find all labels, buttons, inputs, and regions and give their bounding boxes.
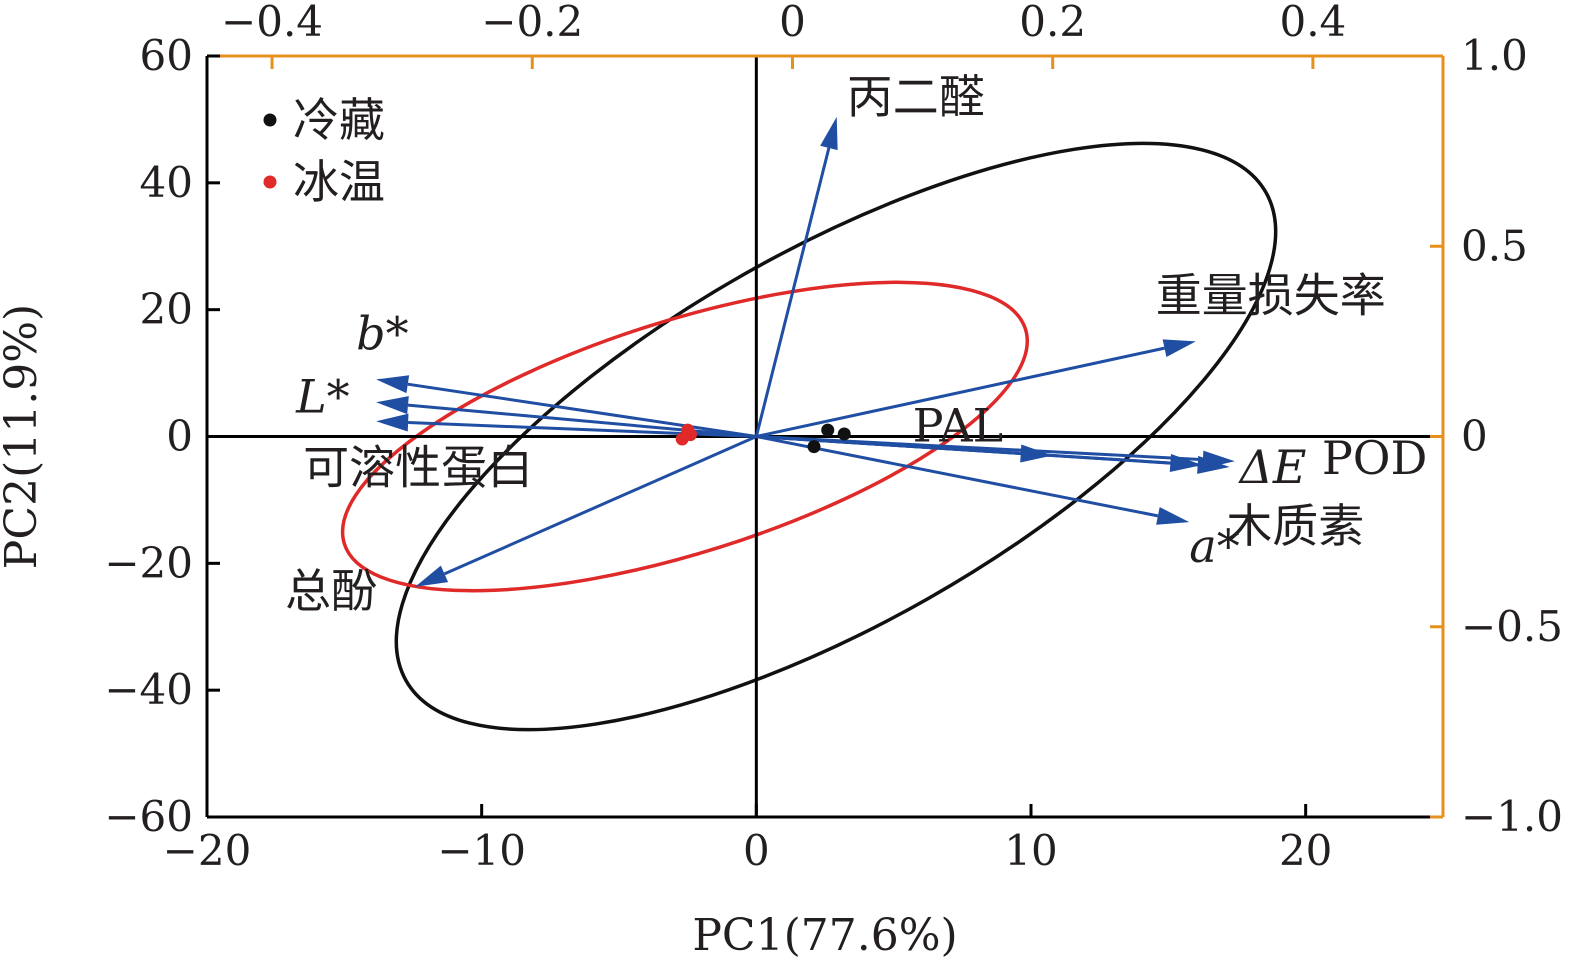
loading-arrow-shaft — [756, 346, 1165, 438]
top-tick-label: 0.4 — [1279, 0, 1346, 46]
top-tick-label: −0.4 — [221, 0, 323, 46]
ellipse-refrigerated — [394, 141, 1278, 732]
legend-label: 冷藏 — [293, 93, 385, 147]
top-tick-label: −0.2 — [481, 0, 583, 46]
score-point — [821, 423, 835, 437]
y-tick-label: 20 — [140, 285, 193, 334]
loading-arrow-head — [1202, 450, 1235, 469]
variable-label: ΔE — [1238, 440, 1307, 494]
loading-arrow-shaft — [407, 382, 757, 438]
loading-arrow-head — [376, 375, 410, 394]
variable-label: POD — [1322, 431, 1428, 485]
y-tick-label: 60 — [140, 31, 193, 80]
loading-arrow-shaft — [754, 147, 831, 437]
top-tick-label: 0 — [779, 0, 806, 46]
right-tick-label: 0 — [1461, 412, 1488, 461]
loading-arrow-head — [820, 116, 838, 151]
loading-arrow-head — [415, 565, 449, 587]
score-point — [807, 440, 821, 454]
axis-ticks: −20 −10 0 10 20 −60 −40 −20 0 20 40 60 −0.4 −0.2 0 0.2 0… — [104, 0, 1563, 875]
variable-label: 可溶性蛋白 — [303, 440, 533, 494]
ellipse-ice-temp — [340, 280, 1029, 593]
x-tick-label: 0 — [743, 826, 770, 875]
y-tick-label: 40 — [140, 158, 193, 207]
right-tick-label: 1.0 — [1461, 31, 1528, 80]
variable-label: 木质素 — [1226, 499, 1364, 553]
variable-label: 总酚 — [285, 564, 377, 618]
x-axis-title: PC1(77.6%) — [692, 910, 957, 961]
loading-arrow-head — [376, 413, 409, 432]
loading-arrow-shaft — [756, 435, 1159, 518]
variable-label: 丙二醛 — [847, 70, 985, 124]
zero-lines — [207, 56, 1443, 817]
right-tick-label: −1.0 — [1461, 792, 1563, 841]
y-tick-label: −60 — [104, 792, 193, 841]
x-tick-label: 10 — [1004, 826, 1057, 875]
right-tick-label: 0.5 — [1461, 221, 1528, 270]
loading-arrow-shaft — [443, 435, 757, 576]
x-tick-label: −20 — [163, 826, 252, 875]
top-tick-label: 0.2 — [1019, 0, 1086, 46]
loading-arrow-shaft — [756, 435, 1171, 465]
variable-label: PAL — [913, 399, 1004, 453]
legend-marker — [263, 175, 277, 189]
legend-label: 冰温 — [293, 155, 385, 209]
loading-arrow-head — [1156, 507, 1190, 525]
confidence-ellipses — [340, 141, 1278, 732]
legend-marker — [263, 113, 277, 127]
variable-label: L* — [295, 369, 350, 423]
x-tick-label: 20 — [1279, 826, 1332, 875]
y-tick-label: −40 — [104, 665, 193, 714]
y-tick-label: 0 — [166, 412, 193, 461]
right-tick-label: −0.5 — [1461, 602, 1563, 651]
score-point — [681, 423, 695, 437]
loading-arrow-head — [376, 396, 409, 415]
variable-label: b* — [356, 306, 408, 360]
variable-label: a* — [1189, 519, 1239, 573]
loading-arrow-shaft — [407, 403, 757, 438]
x-tick-label: −10 — [437, 826, 526, 875]
variable-label: 重量损失率 — [1156, 268, 1386, 322]
loading-arrow-head — [1162, 339, 1196, 357]
loading-arrow-shaft — [408, 421, 757, 438]
score-point — [837, 427, 851, 441]
score-points — [675, 423, 851, 454]
y-axis-title: PC2(11.9%) — [0, 304, 47, 569]
loading-arrow-head — [1169, 454, 1203, 472]
loading-arrows — [376, 116, 1235, 587]
y-tick-label: −20 — [104, 538, 193, 587]
